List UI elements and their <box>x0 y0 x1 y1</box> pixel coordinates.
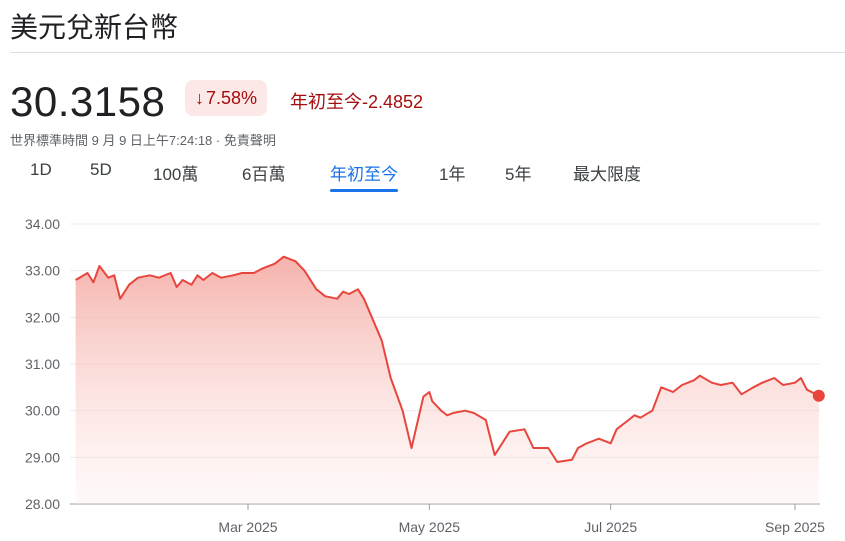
y-tick-label: 33.00 <box>25 263 60 279</box>
tab-ytd[interactable]: 年初至今 <box>330 160 398 192</box>
x-tick-label: Jul 2025 <box>584 519 637 535</box>
tab-5d[interactable]: 5D <box>90 160 112 179</box>
tab-1y[interactable]: 1年 <box>439 165 466 184</box>
period-change: 年初至今-2.4852 <box>290 88 423 114</box>
tab-5y[interactable]: 5年 <box>505 165 532 184</box>
y-tick-label: 32.00 <box>25 309 60 325</box>
x-tick-label: May 2025 <box>399 519 461 535</box>
x-axis: Mar 2025 May 2025 Jul 2025 Sep 2025 <box>70 503 825 535</box>
y-tick-label: 28.00 <box>25 496 60 512</box>
current-price: 30.3158 <box>10 78 166 125</box>
y-axis: 34.00 33.00 32.00 31.00 30.00 29.00 28.00 <box>25 216 60 512</box>
tab-max[interactable]: 最大限度 <box>573 165 641 184</box>
last-price-point[interactable] <box>812 389 825 402</box>
price-area <box>75 256 819 504</box>
y-tick-label: 34.00 <box>25 216 60 232</box>
price-chart[interactable]: 34.00 33.00 32.00 31.00 30.00 29.00 28.00 Mar … <box>0 200 845 541</box>
y-tick-label: 30.00 <box>25 403 60 419</box>
tab-100m[interactable]: 100萬 <box>153 165 199 184</box>
page-title: 美元兌新台幣 <box>10 12 179 43</box>
y-tick-label: 31.00 <box>25 356 60 372</box>
timestamp-disclaimer: 世界標準時間 9 月 9 日上午7:24:18 · 免責聲明 <box>10 133 276 148</box>
period-label: 年初至今 <box>290 92 362 112</box>
arrow-down-icon: ↓ <box>195 87 204 108</box>
change-percent-value: 7.58% <box>206 87 258 108</box>
price-line <box>75 255 820 463</box>
header-divider <box>10 52 845 53</box>
x-tick-label: Mar 2025 <box>218 519 277 535</box>
y-tick-label: 29.00 <box>25 449 60 465</box>
tab-6m[interactable]: 6百萬 <box>242 165 286 184</box>
change-percent-badge: ↓ 7.58% <box>185 80 268 116</box>
x-tick-label: Sep 2025 <box>765 519 825 535</box>
tab-1d[interactable]: 1D <box>30 160 52 179</box>
change-absolute: -2.4852 <box>362 92 424 112</box>
